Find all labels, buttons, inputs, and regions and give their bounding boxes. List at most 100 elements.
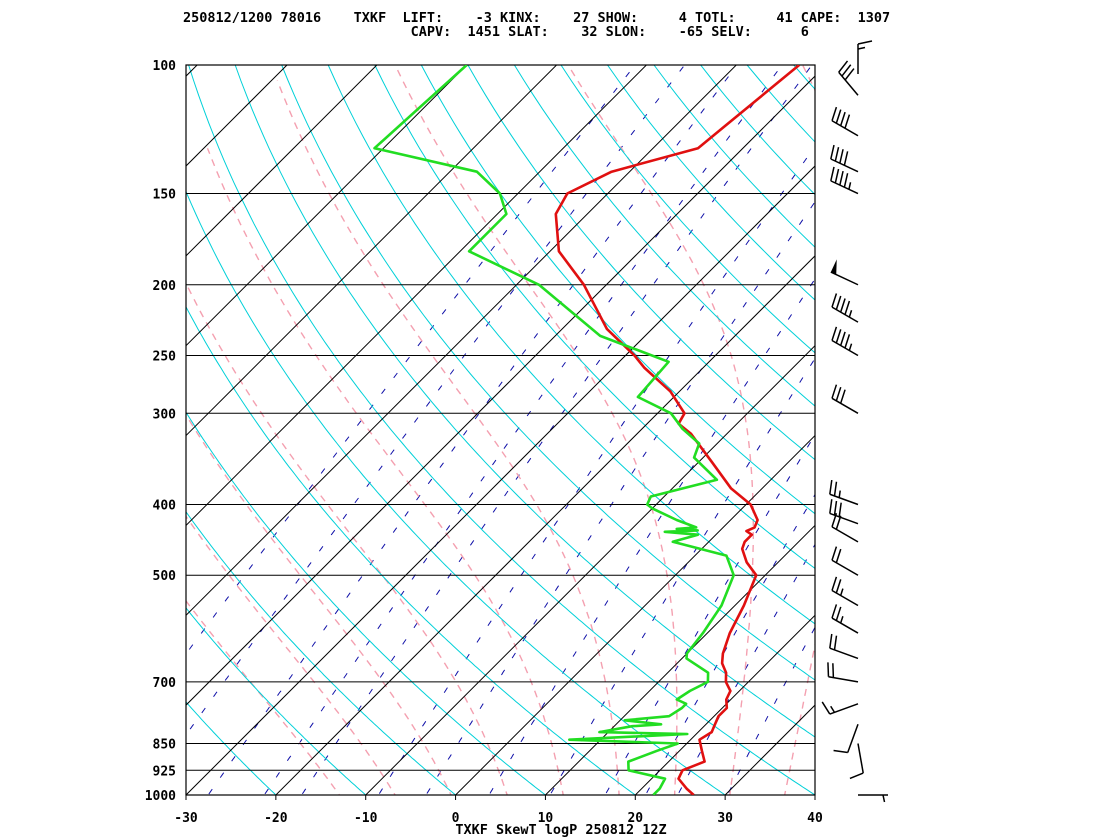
- moist-adiabat: [206, 147, 564, 795]
- isotherms: [0, 49, 815, 811]
- wind-barb: [827, 662, 859, 683]
- mixing-ratio-line: [488, 278, 815, 795]
- isotherm-line: [365, 345, 815, 795]
- temperature-tick-label: 0: [452, 811, 460, 826]
- chart-title: TXKF SkewT logP 250812 12Z: [455, 822, 666, 838]
- isotherm-line: [186, 65, 558, 437]
- pressure-tick-label: 250: [153, 349, 177, 364]
- pressure-tick-label: 300: [153, 407, 177, 422]
- pressure-tick-label: 925: [153, 764, 176, 779]
- temperature-tick-label: 40: [807, 811, 823, 826]
- mixing-ratio-line: [726, 626, 815, 795]
- wind-barb: [830, 166, 859, 195]
- wind-barb: [831, 384, 859, 414]
- isotherm-line: [186, 65, 198, 77]
- temperature-profile: [554, 65, 801, 795]
- dry-adiabats: [186, 49, 1120, 811]
- dry-adiabat: [186, 701, 277, 795]
- isotherm-line: [186, 65, 737, 616]
- moist-adiabat: [186, 599, 341, 795]
- dry-adiabat: [872, 49, 1120, 811]
- temperature-tick-label: -10: [354, 811, 378, 826]
- isotherm-line: [0, 49, 124, 811]
- wind-barb: [831, 106, 859, 137]
- temperature-tick-label: -20: [264, 811, 288, 826]
- mixing-ratio-line: [425, 200, 815, 795]
- mixing-ratio-line: [186, 65, 686, 736]
- mixing-ratio-line: [263, 65, 783, 795]
- dry-adiabat: [560, 65, 815, 354]
- dewpoint-profile: [373, 65, 735, 795]
- dry-adiabat: [606, 65, 815, 301]
- dry-adiabat: [699, 65, 815, 196]
- wind-barb: [821, 701, 859, 715]
- dry-adiabat: [186, 305, 637, 795]
- dry-adiabat: [188, 65, 815, 795]
- moist-adiabat: [394, 65, 678, 795]
- wind-barb: [831, 326, 859, 357]
- wind-barb: [833, 723, 859, 754]
- pressure-tick-label: 500: [153, 569, 177, 584]
- pressure-tick-label: 400: [153, 499, 177, 514]
- temperature-tick-label: -30: [174, 811, 198, 826]
- dry-adiabat: [513, 65, 815, 407]
- pressure-tick-label: 850: [153, 737, 177, 752]
- isotherm-line: [544, 524, 815, 795]
- wind-barb: [829, 479, 859, 506]
- isotherm-line: [186, 165, 815, 795]
- isotherm-line: [186, 75, 815, 706]
- wind-barb: [830, 259, 859, 286]
- isotherm-line: [186, 65, 288, 167]
- dry-adiabat: [793, 65, 815, 90]
- dry-adiabat: [281, 65, 815, 681]
- dry-adiabat: [467, 65, 815, 461]
- wind-barb: [857, 40, 873, 74]
- moist-adiabat: [567, 65, 754, 795]
- wind-barb: [831, 604, 859, 634]
- dry-adiabat: [186, 411, 547, 795]
- wind-barb: [849, 743, 864, 780]
- moist-adiabat: [783, 65, 815, 795]
- dry-adiabat: [374, 65, 815, 570]
- isotherm-line: [814, 794, 815, 795]
- sounding-profiles: [373, 65, 801, 795]
- wind-barb: [831, 293, 859, 323]
- wind-barb: [829, 633, 859, 660]
- temperature-tick-label: 30: [717, 811, 733, 826]
- isotherm-line: [186, 65, 468, 347]
- wind-barb: [831, 512, 859, 543]
- mixing-ratio-line: [604, 433, 815, 795]
- mixing-ratio-line: [207, 65, 738, 795]
- isobars: [186, 64, 815, 796]
- dry-adiabat: [420, 65, 815, 515]
- moist-adiabat: [186, 515, 396, 795]
- wind-barbs: [821, 40, 888, 803]
- pressure-tick-labels: 100 150 200 250 300 400 500 700 850 925 1000: [145, 59, 176, 804]
- header-line-2: CAPV: 1451 SLAT: 32 SLON: -65 SELV: 6: [183, 24, 809, 40]
- temperature-tick-label: 10: [538, 811, 554, 826]
- mixing-ratio-line: [677, 543, 815, 795]
- wind-barb: [858, 794, 888, 803]
- plot-frame: [185, 64, 816, 796]
- dry-adiabat: [746, 65, 815, 143]
- moist-adiabat: [186, 413, 452, 795]
- isotherm-line: [454, 434, 815, 795]
- wind-barb: [829, 499, 859, 525]
- dry-adiabat: [918, 49, 1120, 811]
- dry-adiabat: [234, 65, 815, 738]
- mixing-ratio-lines: [186, 65, 815, 795]
- pressure-tick-label: 700: [153, 676, 177, 691]
- mixing-ratio-line: [377, 145, 815, 795]
- isotherm-line: [0, 49, 34, 811]
- header-line-1: 250812/1200 78016 TXKF LIFT: -3 KINX: 27…: [183, 10, 890, 26]
- wind-barb: [831, 546, 859, 576]
- mixing-ratio-line: [186, 65, 636, 655]
- dry-adiabat: [186, 190, 726, 795]
- pressure-tick-label: 150: [153, 188, 177, 203]
- isotherm-line: [634, 614, 815, 795]
- pressure-tick-label: 100: [153, 59, 177, 74]
- dry-adiabat: [186, 607, 367, 795]
- dry-adiabat: [327, 65, 815, 625]
- mixing-ratio-line: [645, 493, 815, 795]
